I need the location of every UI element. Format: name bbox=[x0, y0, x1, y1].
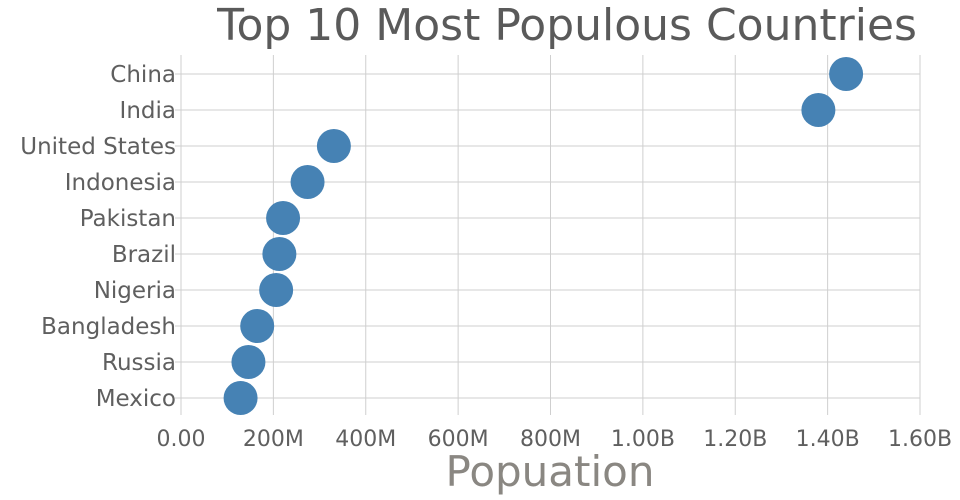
y-tick-label: United States bbox=[20, 134, 176, 160]
data-point[interactable] bbox=[240, 309, 275, 343]
data-point[interactable] bbox=[829, 57, 864, 91]
x-tick-label: 0.00 bbox=[157, 427, 206, 452]
x-axis-label: Popuation bbox=[446, 447, 655, 496]
data-point[interactable] bbox=[290, 165, 325, 199]
x-tick-label: 400M bbox=[335, 427, 396, 452]
y-tick-label: Nigeria bbox=[94, 278, 176, 304]
data-point[interactable] bbox=[262, 237, 297, 271]
y-tick-label: China bbox=[110, 62, 176, 88]
x-tick-label: 600M bbox=[428, 427, 489, 452]
data-point[interactable] bbox=[266, 201, 301, 235]
x-tick-label: 1.00B bbox=[611, 427, 675, 452]
data-point[interactable] bbox=[223, 381, 258, 415]
data-point[interactable] bbox=[259, 273, 294, 307]
y-tick-label: Bangladesh bbox=[41, 314, 176, 340]
y-tick-label: Russia bbox=[102, 350, 176, 376]
x-tick-label: 1.20B bbox=[703, 427, 767, 452]
x-tick-label: 1.60B bbox=[888, 427, 952, 452]
y-tick-label: Pakistan bbox=[80, 206, 176, 232]
data-point[interactable] bbox=[316, 129, 351, 163]
x-tick-label: 800M bbox=[520, 427, 581, 452]
chart-title: Top 10 Most Populous Countries bbox=[216, 0, 917, 51]
y-tick-label: India bbox=[120, 98, 176, 124]
data-point[interactable] bbox=[231, 345, 266, 379]
x-tick-label: 200M bbox=[243, 427, 304, 452]
y-tick-labels: China India United States Indonesia Pakistan… bbox=[20, 62, 176, 412]
x-tick-labels: 0.00 200M 400M 600M 800M 1.00B 1.20B 1.40B 1.60B bbox=[157, 427, 953, 452]
data-points bbox=[223, 57, 864, 415]
y-tick-label: Brazil bbox=[112, 242, 176, 268]
data-point[interactable] bbox=[801, 93, 836, 127]
x-tick-label: 1.40B bbox=[796, 427, 860, 452]
y-tick-label: Mexico bbox=[96, 386, 176, 412]
y-tick-label: Indonesia bbox=[65, 170, 176, 196]
grid-lines bbox=[175, 55, 921, 415]
